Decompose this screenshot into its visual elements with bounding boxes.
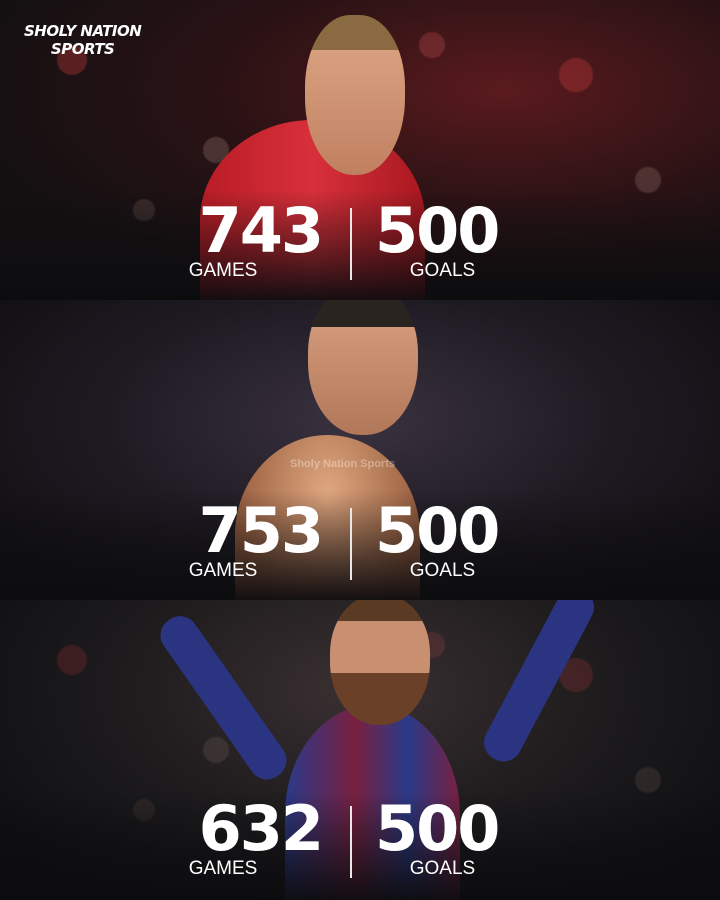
goals-label: GOALS	[409, 560, 476, 581]
goals-value: 500	[375, 494, 500, 567]
player-panel-3: 632 GAMES 500 GOALS	[0, 600, 720, 900]
player-panel-2: 753 GAMES 500 GOALS	[0, 300, 720, 600]
stat-row: 743 GAMES 500 GOALS	[0, 200, 720, 290]
divider	[350, 508, 352, 580]
player-photo-head	[305, 15, 405, 175]
brand-logo: SHOLY NATION SPORTS	[24, 22, 142, 58]
bottom-fade	[0, 490, 720, 600]
games-label: GAMES	[188, 858, 258, 879]
games-label: GAMES	[188, 560, 258, 581]
goals-value: 500	[375, 194, 500, 267]
logo-line-1: SHOLY NATION	[24, 22, 142, 40]
games-value: 743	[198, 194, 324, 267]
divider	[350, 208, 352, 280]
stat-row: 632 GAMES 500 GOALS	[0, 798, 720, 888]
goals-value: 500	[375, 792, 500, 865]
player-photo-head	[308, 300, 418, 435]
player-photo-head	[330, 600, 430, 725]
watermark: Sholy Nation Sports	[290, 458, 396, 470]
games-value: 632	[198, 792, 324, 865]
bottom-fade	[0, 790, 720, 900]
goals-label: GOALS	[409, 260, 476, 281]
divider	[350, 806, 352, 878]
stat-row: 753 GAMES 500 GOALS	[0, 500, 720, 590]
logo-line-2: SPORTS	[50, 40, 115, 58]
player-panel-1: 743 GAMES 500 GOALS	[0, 0, 720, 300]
goals-label: GOALS	[409, 858, 476, 879]
games-value: 753	[198, 494, 324, 567]
games-label: GAMES	[188, 260, 258, 281]
bottom-fade	[0, 190, 720, 300]
